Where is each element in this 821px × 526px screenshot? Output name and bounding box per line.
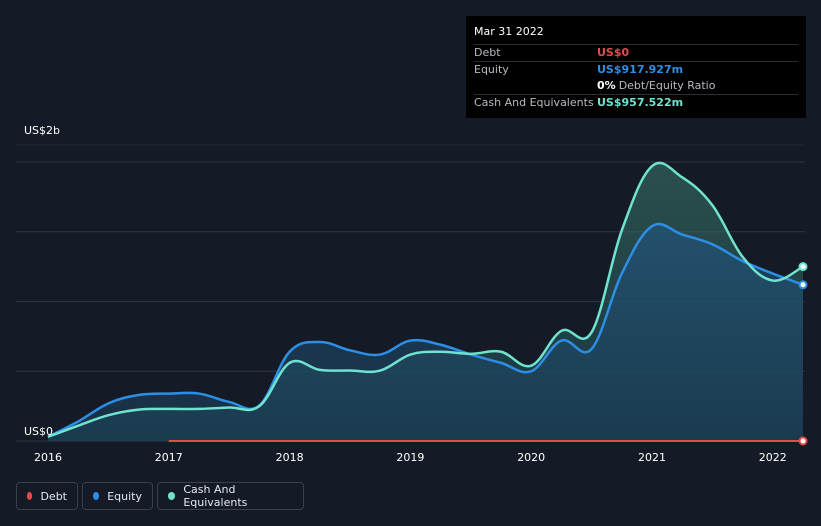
tooltip-equity-row: Equity US$917.927m — [474, 61, 798, 78]
tooltip-ratio-value: 0% — [597, 79, 616, 92]
x-tick-2022: 2022 — [758, 451, 787, 464]
legend-cash-label: Cash And Equivalents — [183, 483, 248, 509]
legend-cash-dot — [168, 492, 176, 500]
y-tick-max: US$2b — [24, 124, 61, 137]
tooltip-ratio-label: Debt/Equity Ratio — [618, 79, 716, 92]
legend-equity-dot — [93, 492, 100, 500]
tooltip-cash-row: Cash And Equivalents US$957.522m — [474, 94, 798, 111]
legend-debt[interactable]: Debt — [16, 482, 78, 510]
x-tick-2019: 2019 — [396, 451, 425, 464]
tooltip-cash-value: US$957.522m — [597, 96, 684, 109]
legend-cash[interactable]: Cash And Equivalents — [157, 482, 304, 510]
x-tick-2021: 2021 — [638, 451, 666, 464]
tooltip-debt-row: Debt US$0 — [474, 44, 798, 61]
tooltip-date: Mar 31 2022 — [474, 25, 544, 38]
x-tick-2018: 2018 — [275, 451, 304, 464]
equity-line — [47, 222, 804, 438]
legend-debt-dot — [27, 492, 33, 500]
x-tick-2017: 2017 — [154, 451, 183, 464]
legend-equity[interactable]: Equity — [82, 482, 153, 510]
cash-line — [47, 161, 804, 438]
series-layer — [47, 161, 804, 442]
tooltip: Mar 31 2022 Debt US$0 Equity US$917.927m… — [466, 16, 806, 118]
tooltip-cash-label: Cash And Equivalents — [474, 96, 594, 109]
equity-end-marker — [798, 280, 808, 290]
cash-end-marker — [798, 262, 808, 272]
marker-layer — [798, 262, 808, 446]
tooltip-equity-label: Equity — [474, 63, 509, 76]
tooltip-debt-label: Debt — [474, 46, 501, 59]
tooltip-equity-value: US$917.927m — [597, 63, 684, 76]
equity-area — [48, 224, 803, 441]
x-tick-2020: 2020 — [517, 451, 546, 464]
debt-end-marker — [798, 436, 808, 446]
tooltip-ratio-row: 0% Debt/Equity Ratio — [474, 78, 798, 94]
y-tick-zero: US$0 — [24, 425, 54, 438]
legend-debt-label: Debt — [40, 489, 67, 503]
legend-equity-label: Equity — [107, 489, 142, 503]
tooltip-debt-value: US$0 — [597, 46, 630, 59]
x-tick-2016: 2016 — [34, 451, 62, 464]
